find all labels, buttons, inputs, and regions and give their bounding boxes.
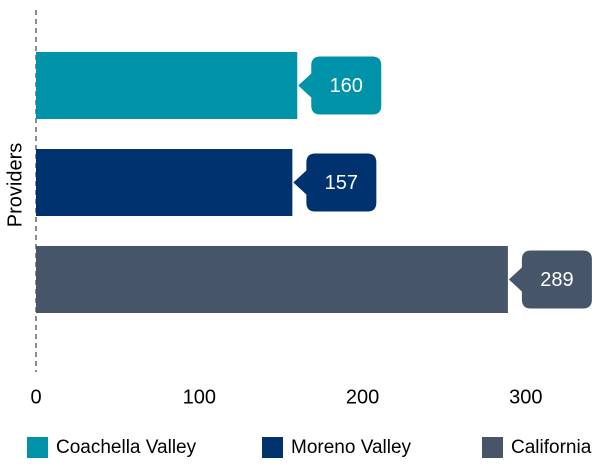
legend-label: Moreno Valley: [291, 437, 412, 458]
value-callout: [508, 250, 592, 309]
bar: [36, 246, 508, 313]
legend-swatch: [482, 437, 503, 458]
value-callout: [293, 153, 377, 212]
x-tick-label: 100: [183, 386, 216, 408]
legend-label: California: [511, 437, 592, 458]
value-label: 289: [540, 269, 573, 291]
value-label: 160: [330, 75, 363, 97]
legend-swatch: [262, 437, 283, 458]
legend-swatch: [27, 437, 48, 458]
bar: [36, 52, 298, 119]
x-tick-label: 0: [30, 386, 41, 408]
x-tick-label: 300: [509, 386, 542, 408]
value-label: 157: [325, 172, 358, 194]
legend-label: Coachella Valley: [56, 437, 197, 458]
category-label: Providers: [4, 143, 26, 227]
x-tick-label: 200: [346, 386, 379, 408]
bar: [36, 149, 293, 216]
value-callout: [298, 56, 382, 115]
